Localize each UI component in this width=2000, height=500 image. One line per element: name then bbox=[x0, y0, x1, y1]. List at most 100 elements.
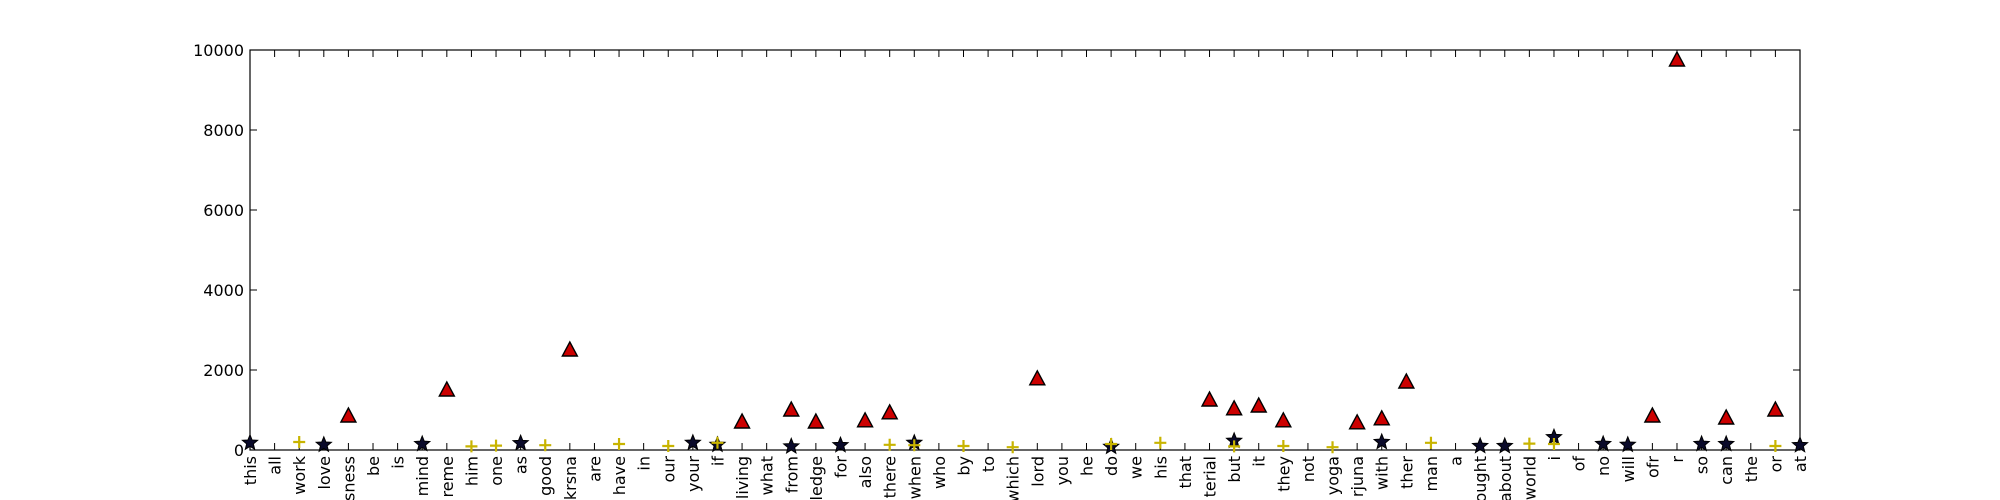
x-tick-label: not bbox=[1299, 456, 1318, 482]
star-marker bbox=[1495, 436, 1514, 454]
x-axis: this all work love sness be is mind reme him one as… bbox=[241, 50, 1810, 500]
plus-marker bbox=[1277, 440, 1290, 452]
x-tick-label: r bbox=[1668, 456, 1687, 463]
x-tick-label: sness bbox=[339, 456, 358, 500]
plus-marker bbox=[539, 439, 552, 452]
x-tick-label: will bbox=[1619, 456, 1638, 482]
x-tick-label: no bbox=[1594, 456, 1613, 476]
x-tick-label: yoga bbox=[1324, 456, 1343, 495]
triangle-marker bbox=[1225, 399, 1243, 416]
plus-marker bbox=[1154, 436, 1167, 449]
x-tick-label: work bbox=[290, 455, 309, 494]
x-tick-label: so bbox=[1693, 456, 1712, 474]
x-tick-label: terial bbox=[1201, 456, 1220, 497]
triangle-marker bbox=[438, 380, 456, 397]
x-tick-label: who bbox=[930, 456, 949, 489]
triangle-marker bbox=[1643, 406, 1662, 423]
plus-marker bbox=[908, 439, 921, 452]
star-marker bbox=[683, 433, 702, 451]
y-tick-label: 0 bbox=[234, 441, 244, 460]
x-tick-label: good bbox=[536, 456, 555, 496]
plus-marker bbox=[1523, 437, 1536, 450]
plus-marker bbox=[1547, 438, 1560, 450]
plus-marker bbox=[1424, 436, 1437, 449]
plus-marker bbox=[662, 440, 675, 452]
star-marker bbox=[1717, 434, 1736, 452]
x-tick-label: when bbox=[905, 456, 924, 499]
plus-marker bbox=[1006, 441, 1019, 454]
y-tick-label: 4000 bbox=[203, 281, 244, 300]
x-tick-label: what bbox=[758, 456, 777, 495]
star-marker bbox=[314, 435, 333, 453]
x-tick-label: him bbox=[462, 456, 481, 486]
star-marker bbox=[831, 435, 850, 453]
x-tick-label: all bbox=[266, 456, 285, 475]
triangle-marker bbox=[1397, 372, 1416, 389]
x-tick-label: at bbox=[1791, 456, 1810, 472]
y-tick-label: 10000 bbox=[193, 41, 244, 60]
plus-marker bbox=[1769, 440, 1782, 452]
plus-marker bbox=[711, 436, 724, 449]
star-marker bbox=[1618, 435, 1637, 453]
triangle-marker bbox=[733, 412, 751, 429]
plus-marker bbox=[490, 439, 503, 452]
x-tick-label: as bbox=[512, 456, 531, 474]
x-tick-label: our bbox=[659, 456, 678, 483]
x-tick-label: ought bbox=[1471, 456, 1490, 500]
x-tick-label: do bbox=[1102, 456, 1121, 476]
x-tick-label: if bbox=[708, 456, 727, 466]
x-tick-label: by bbox=[954, 456, 973, 476]
x-tick-label: ther bbox=[1397, 456, 1416, 489]
x-tick-label: with bbox=[1373, 456, 1392, 490]
triangle-marker bbox=[807, 412, 825, 429]
x-tick-label: living bbox=[733, 456, 752, 499]
x-tick-label: the bbox=[1742, 456, 1761, 482]
x-tick-label: in bbox=[635, 456, 654, 471]
y-tick-label: 8000 bbox=[203, 121, 244, 140]
x-tick-label: krsna bbox=[561, 456, 580, 500]
x-tick-label: that bbox=[1176, 456, 1195, 489]
triangle-marker bbox=[1200, 390, 1219, 407]
x-tick-label: i bbox=[1545, 456, 1564, 460]
triangle-marker bbox=[339, 406, 358, 423]
x-tick-label: ofr bbox=[1643, 456, 1662, 478]
x-tick-label: lord bbox=[1028, 456, 1047, 487]
x-tick-label: is bbox=[389, 456, 408, 469]
plus-marker bbox=[613, 438, 626, 450]
x-tick-label: world bbox=[1520, 456, 1539, 500]
x-tick-label: your bbox=[684, 456, 703, 492]
star-marker bbox=[1594, 434, 1613, 452]
x-tick-label: he bbox=[1078, 456, 1097, 476]
x-tick-label: rjuna bbox=[1348, 456, 1367, 497]
x-tick-label: but bbox=[1225, 456, 1244, 483]
triangle-marker bbox=[856, 411, 874, 428]
x-tick-label: for bbox=[831, 456, 850, 478]
x-tick-label: man bbox=[1422, 456, 1441, 492]
triangle-marker bbox=[1250, 396, 1268, 413]
plus-marker bbox=[465, 440, 478, 453]
triangle-marker bbox=[561, 340, 579, 357]
x-tick-label: about bbox=[1496, 456, 1515, 500]
triangle-marker bbox=[1373, 409, 1391, 426]
triangle-marker bbox=[1668, 50, 1686, 67]
triangle-marker bbox=[1348, 413, 1366, 430]
star-marker bbox=[1692, 434, 1711, 452]
plus-marker bbox=[957, 440, 970, 452]
plus-marker bbox=[293, 436, 306, 448]
x-tick-label: reme bbox=[438, 456, 457, 498]
x-tick-label: can bbox=[1717, 456, 1736, 485]
data-points bbox=[241, 50, 1809, 455]
x-tick-label: or bbox=[1766, 456, 1785, 473]
plot-frame bbox=[249, 49, 1801, 451]
x-tick-label: to bbox=[979, 456, 998, 472]
star-marker bbox=[1791, 435, 1809, 453]
plus-marker bbox=[1326, 441, 1339, 454]
star-marker bbox=[413, 434, 432, 452]
x-tick-label: they bbox=[1274, 456, 1293, 492]
plus-marker bbox=[1105, 438, 1118, 450]
x-tick-label: it bbox=[1250, 456, 1269, 467]
x-tick-label: have bbox=[610, 456, 629, 495]
x-tick-label: of bbox=[1570, 456, 1589, 472]
x-tick-label: which bbox=[1004, 456, 1023, 500]
